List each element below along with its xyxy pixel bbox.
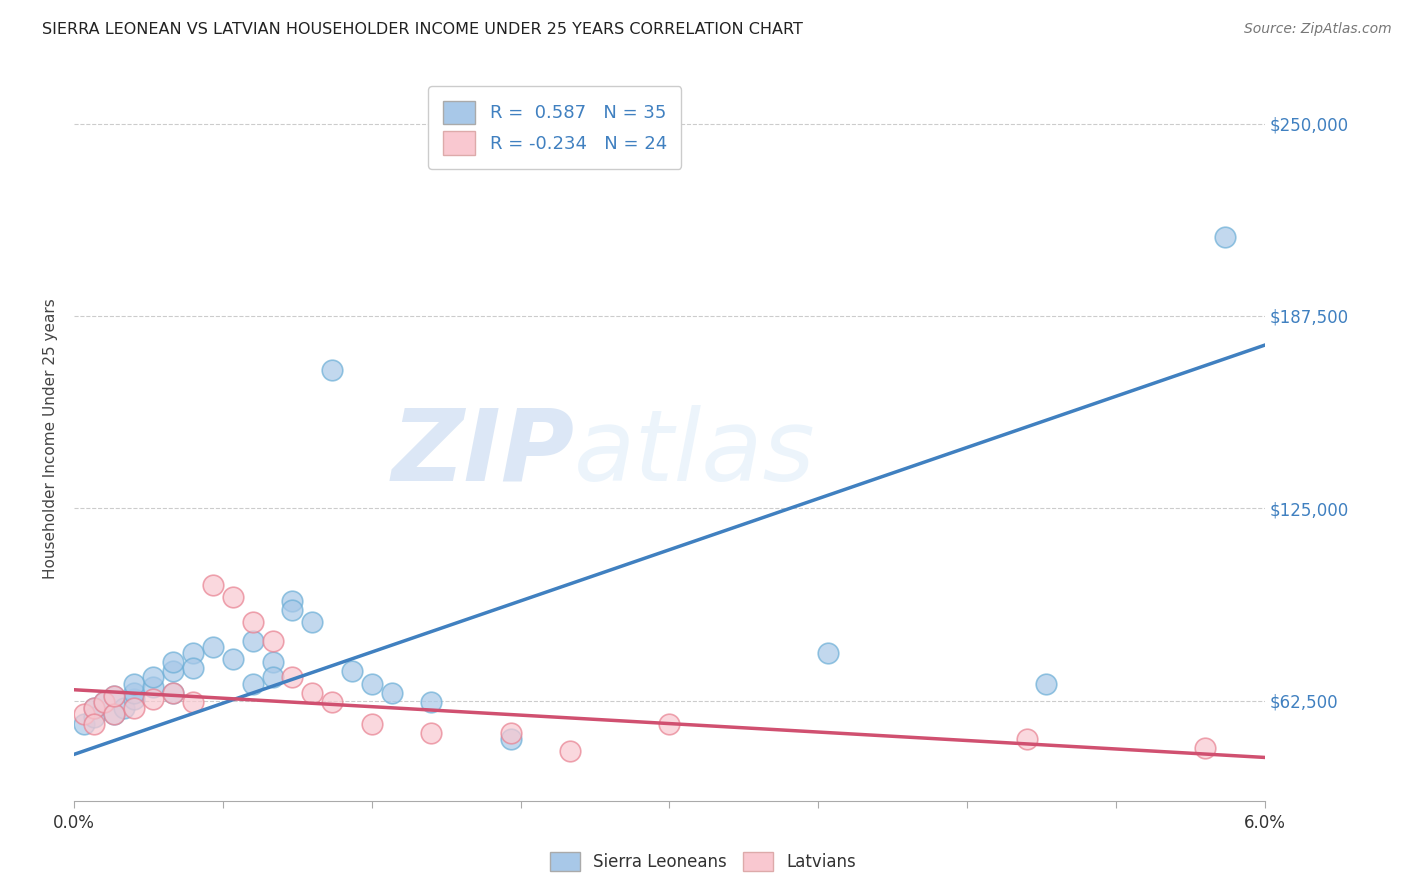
Point bbox=[103, 707, 125, 722]
Point bbox=[499, 731, 522, 746]
Point bbox=[262, 655, 284, 669]
Point bbox=[142, 670, 165, 684]
Point bbox=[262, 633, 284, 648]
Point bbox=[420, 726, 443, 740]
Point bbox=[242, 676, 264, 690]
Point bbox=[381, 686, 404, 700]
Point bbox=[122, 676, 145, 690]
Point bbox=[1035, 676, 1057, 690]
Text: Source: ZipAtlas.com: Source: ZipAtlas.com bbox=[1244, 22, 1392, 37]
Point bbox=[181, 646, 204, 660]
Point bbox=[1213, 230, 1236, 244]
Text: ZIP: ZIP bbox=[391, 405, 574, 502]
Point bbox=[162, 686, 184, 700]
Point bbox=[222, 652, 245, 666]
Point bbox=[103, 707, 125, 722]
Point bbox=[1015, 731, 1038, 746]
Point bbox=[122, 686, 145, 700]
Y-axis label: Householder Income Under 25 years: Householder Income Under 25 years bbox=[44, 299, 58, 579]
Point bbox=[242, 615, 264, 629]
Point bbox=[301, 686, 323, 700]
Point bbox=[321, 363, 343, 377]
Point bbox=[103, 689, 125, 703]
Point bbox=[93, 695, 115, 709]
Point bbox=[162, 686, 184, 700]
Point bbox=[162, 665, 184, 679]
Point bbox=[201, 578, 224, 592]
Point bbox=[560, 744, 582, 758]
Point bbox=[222, 591, 245, 605]
Point bbox=[112, 701, 135, 715]
Legend: R =  0.587   N = 35, R = -0.234   N = 24: R = 0.587 N = 35, R = -0.234 N = 24 bbox=[429, 87, 682, 169]
Point bbox=[181, 695, 204, 709]
Legend: Sierra Leoneans, Latvians: Sierra Leoneans, Latvians bbox=[541, 843, 865, 880]
Point bbox=[817, 646, 839, 660]
Point bbox=[142, 692, 165, 706]
Point bbox=[301, 615, 323, 629]
Point bbox=[340, 665, 363, 679]
Point bbox=[142, 680, 165, 694]
Point bbox=[73, 716, 96, 731]
Point bbox=[658, 716, 681, 731]
Point bbox=[83, 701, 105, 715]
Point bbox=[242, 633, 264, 648]
Point bbox=[93, 695, 115, 709]
Point bbox=[281, 670, 304, 684]
Point bbox=[83, 716, 105, 731]
Point bbox=[360, 676, 382, 690]
Point bbox=[499, 726, 522, 740]
Point bbox=[122, 692, 145, 706]
Point bbox=[103, 689, 125, 703]
Point bbox=[122, 701, 145, 715]
Point bbox=[1194, 741, 1216, 756]
Point bbox=[73, 707, 96, 722]
Text: SIERRA LEONEAN VS LATVIAN HOUSEHOLDER INCOME UNDER 25 YEARS CORRELATION CHART: SIERRA LEONEAN VS LATVIAN HOUSEHOLDER IN… bbox=[42, 22, 803, 37]
Text: atlas: atlas bbox=[574, 405, 815, 502]
Point bbox=[321, 695, 343, 709]
Point bbox=[181, 661, 204, 675]
Point bbox=[262, 670, 284, 684]
Point bbox=[201, 640, 224, 654]
Point bbox=[162, 655, 184, 669]
Point bbox=[420, 695, 443, 709]
Point bbox=[281, 603, 304, 617]
Point bbox=[281, 593, 304, 607]
Point bbox=[83, 710, 105, 724]
Point bbox=[83, 701, 105, 715]
Point bbox=[360, 716, 382, 731]
